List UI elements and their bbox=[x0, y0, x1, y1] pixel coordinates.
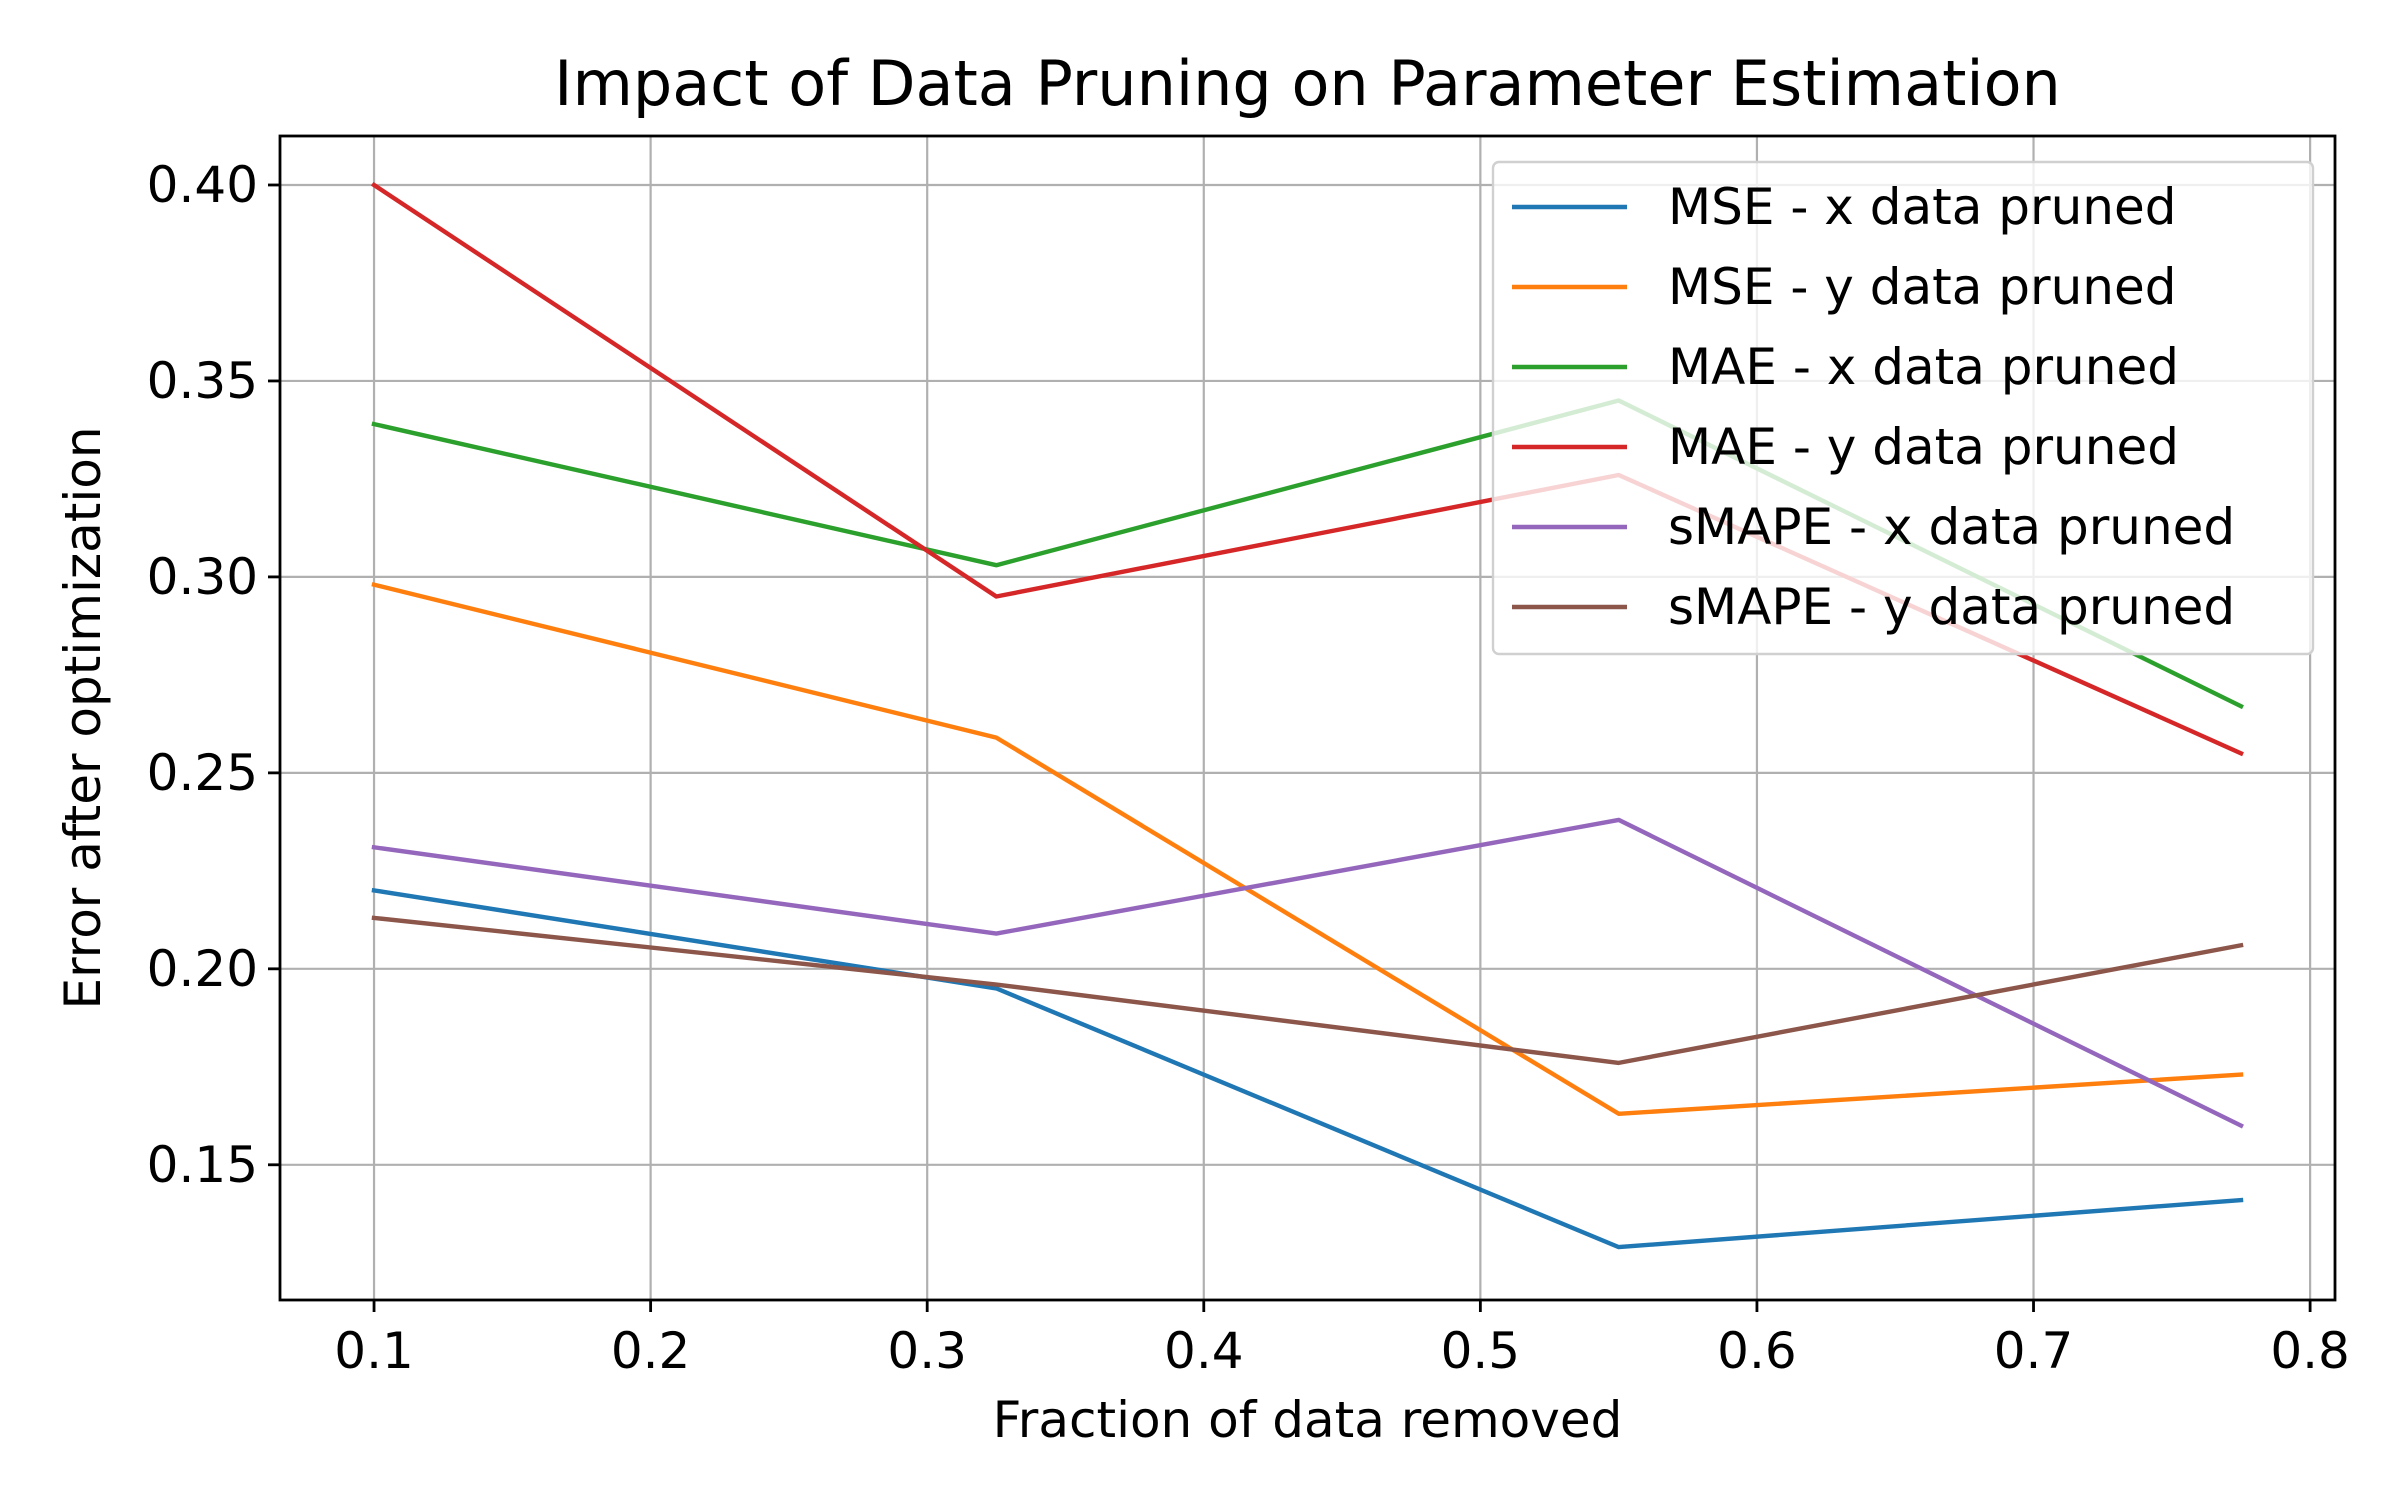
x-tick-label: 0.8 bbox=[2270, 1322, 2350, 1380]
y-axis-label: Error after optimization bbox=[54, 426, 112, 1009]
legend: MSE - x data pruned MSE - y data pruned MA… bbox=[1491, 160, 2315, 656]
series-line-1 bbox=[371, 887, 2244, 1250]
y-tick-label: 0.30 bbox=[147, 548, 258, 606]
x-tick-label: 0.4 bbox=[1164, 1322, 1244, 1380]
y-axis-ticks: 0.15 0.20 0.25 0.30 0.35 0.40 bbox=[147, 156, 280, 1194]
plot-area-frame bbox=[278, 134, 2337, 1302]
legend-label: sMAPE - x data pruned bbox=[1668, 498, 2235, 556]
x-tick-label: 0.1 bbox=[334, 1322, 414, 1380]
x-tick-label: 0.3 bbox=[887, 1322, 967, 1380]
legend-box bbox=[1491, 160, 2315, 656]
legend-label: MSE - y data pruned bbox=[1668, 258, 2176, 316]
x-axis-ticks: 0.1 0.2 0.3 0.4 0.5 0.6 0.7 0.8 bbox=[334, 1300, 2350, 1380]
legend-label: MAE - y data pruned bbox=[1668, 418, 2179, 476]
x-tick-label: 0.7 bbox=[1994, 1322, 2074, 1380]
x-tick-label: 0.2 bbox=[611, 1322, 691, 1380]
series-line-5 bbox=[371, 817, 2244, 1129]
series-line-6 bbox=[371, 915, 2244, 1066]
x-tick-label: 0.6 bbox=[1717, 1322, 1797, 1380]
y-tick-label: 0.35 bbox=[147, 352, 258, 410]
legend-label: sMAPE - y data pruned bbox=[1668, 578, 2235, 636]
y-tick-label: 0.20 bbox=[147, 940, 258, 998]
legend-label: MAE - x data pruned bbox=[1668, 338, 2179, 396]
y-tick-label: 0.40 bbox=[147, 156, 258, 214]
chart-title: Impact of Data Pruning on Parameter Esti… bbox=[554, 47, 2061, 120]
legend-label: MSE - x data pruned bbox=[1668, 178, 2176, 236]
y-tick-label: 0.25 bbox=[147, 744, 258, 802]
x-axis-label: Fraction of data removed bbox=[993, 1391, 1623, 1449]
x-tick-label: 0.5 bbox=[1441, 1322, 1521, 1380]
series-line-2 bbox=[371, 582, 2244, 1117]
y-tick-label: 0.15 bbox=[147, 1136, 258, 1194]
